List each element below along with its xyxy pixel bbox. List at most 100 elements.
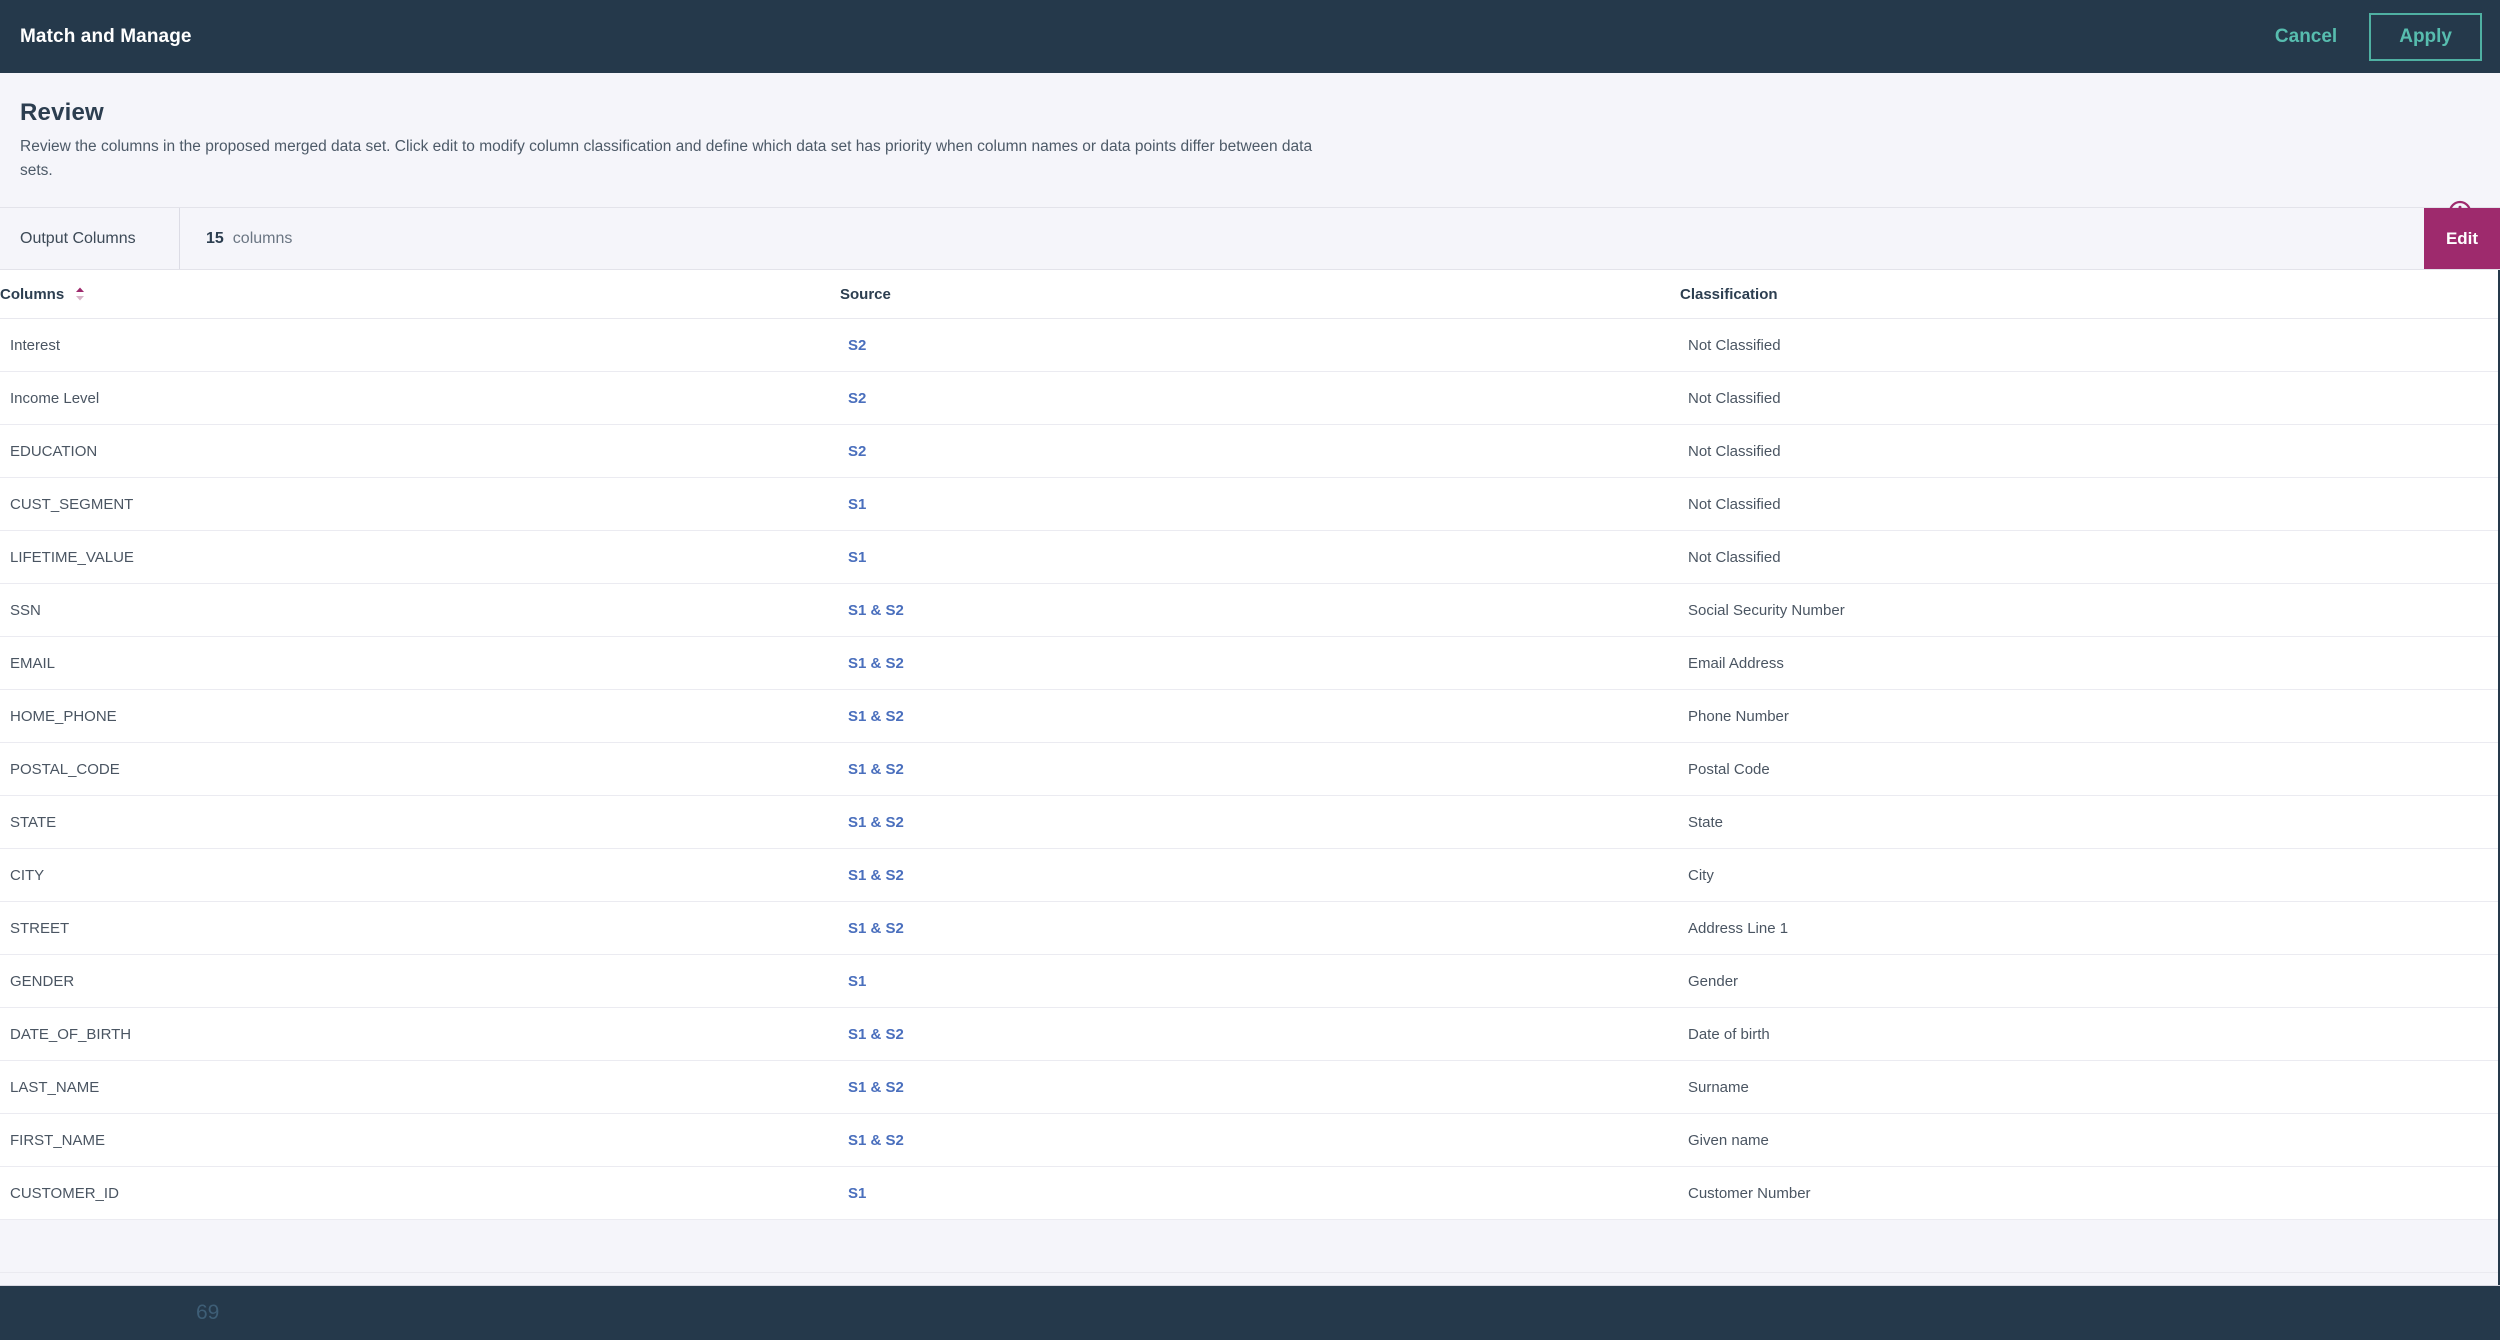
- cell-source: S1: [840, 1166, 1680, 1221]
- cell-column-name: CUSTOMER_ID: [0, 1166, 840, 1221]
- table-row[interactable]: LIFETIME_VALUE S1 Not Classified: [0, 530, 2498, 585]
- header-cell-columns[interactable]: Columns: [0, 270, 840, 320]
- output-columns-table: Columns Source Cl: [0, 270, 2498, 1221]
- cell-column-name: FIRST_NAME: [0, 1113, 840, 1168]
- table-row[interactable]: LAST_NAME S1 & S2 Surname: [0, 1060, 2498, 1115]
- cell-column-name: SSN: [0, 583, 840, 638]
- edit-button[interactable]: Edit: [2424, 208, 2500, 270]
- cell-source: S1 & S2: [840, 636, 1680, 691]
- cell-source: S1 & S2: [840, 795, 1680, 850]
- page-title: Review: [20, 99, 104, 126]
- cell-classification: State: [1680, 795, 2498, 850]
- table-row[interactable]: EMAIL S1 & S2 Email Address: [0, 636, 2498, 691]
- cancel-button[interactable]: Cancel: [2261, 16, 2351, 58]
- cell-column-name: HOME_PHONE: [0, 689, 840, 744]
- output-columns-table-wrapper: Columns Source Cl: [0, 270, 2500, 1285]
- cell-classification: Not Classified: [1680, 371, 2498, 426]
- source-link[interactable]: S2: [848, 336, 867, 354]
- source-link[interactable]: S1 & S2: [848, 707, 904, 725]
- source-link[interactable]: S1 & S2: [848, 919, 904, 937]
- info-circle-icon[interactable]: [2446, 198, 2474, 226]
- apply-button[interactable]: Apply: [2369, 12, 2482, 61]
- source-link[interactable]: S1: [848, 1184, 867, 1202]
- source-link[interactable]: S1 & S2: [848, 760, 904, 778]
- output-columns-count-unit: columns: [232, 229, 293, 247]
- table-row[interactable]: CUST_SEGMENT S1 Not Classified: [0, 477, 2498, 532]
- cell-classification: Gender: [1680, 954, 2498, 1009]
- page-description: Review the columns in the proposed merge…: [20, 138, 1313, 180]
- cell-column-name: Interest: [0, 318, 840, 373]
- cell-classification: Social Security Number: [1680, 583, 2498, 638]
- cell-classification: Surname: [1680, 1060, 2498, 1115]
- table-row[interactable]: POSTAL_CODE S1 & S2 Postal Code: [0, 742, 2498, 797]
- header-label-source: Source: [840, 285, 891, 303]
- cell-column-name: CITY: [0, 848, 840, 903]
- cell-column-name: LIFETIME_VALUE: [0, 530, 840, 585]
- table-row[interactable]: STREET S1 & S2 Address Line 1: [0, 901, 2498, 956]
- sort-chevron-icon[interactable]: [74, 285, 86, 303]
- table-filler-band-1: [0, 1220, 2498, 1274]
- output-columns-count: 15 columns: [180, 208, 2424, 269]
- cell-classification: Not Classified: [1680, 477, 2498, 532]
- dialog-title: Match and Manage: [20, 25, 192, 47]
- dialog-header: Match and Manage Cancel Apply: [0, 0, 2500, 73]
- header-cell-classification[interactable]: Classification: [1680, 270, 2498, 320]
- cell-source: S1 & S2: [840, 901, 1680, 956]
- cell-source: S1 & S2: [840, 1113, 1680, 1168]
- cell-classification: Not Classified: [1680, 530, 2498, 585]
- cell-source: S1 & S2: [840, 689, 1680, 744]
- cell-column-name: Income Level: [0, 371, 840, 426]
- source-link[interactable]: S1: [848, 495, 867, 513]
- table-row[interactable]: Income Level S2 Not Classified: [0, 371, 2498, 426]
- source-link[interactable]: S2: [848, 442, 867, 460]
- cell-classification: Not Classified: [1680, 318, 2498, 373]
- table-head: Columns Source Cl: [0, 270, 2498, 320]
- cell-source: S1 & S2: [840, 848, 1680, 903]
- cell-classification: Address Line 1: [1680, 901, 2498, 956]
- source-link[interactable]: S1: [848, 972, 867, 990]
- cell-source: S1 & S2: [840, 1007, 1680, 1062]
- table-row[interactable]: EDUCATION S2 Not Classified: [0, 424, 2498, 479]
- cell-classification: Not Classified: [1680, 424, 2498, 479]
- cell-source: S1: [840, 530, 1680, 585]
- table-header-row: Columns Source Cl: [0, 270, 2498, 320]
- table-row[interactable]: CUSTOMER_ID S1 Customer Number: [0, 1166, 2498, 1221]
- cell-column-name: EDUCATION: [0, 424, 840, 479]
- table-row[interactable]: HOME_PHONE S1 & S2 Phone Number: [0, 689, 2498, 744]
- dialog-footer: 69: [0, 1285, 2500, 1340]
- source-link[interactable]: S1 & S2: [848, 654, 904, 672]
- table-row[interactable]: SSN S1 & S2 Social Security Number: [0, 583, 2498, 638]
- source-link[interactable]: S1 & S2: [848, 601, 904, 619]
- cell-column-name: POSTAL_CODE: [0, 742, 840, 797]
- table-row[interactable]: CITY S1 & S2 City: [0, 848, 2498, 903]
- source-link[interactable]: S1 & S2: [848, 1131, 904, 1149]
- table-row[interactable]: STATE S1 & S2 State: [0, 795, 2498, 850]
- cell-source: S1: [840, 477, 1680, 532]
- source-link[interactable]: S1: [848, 548, 867, 566]
- dialog-header-actions: Cancel Apply: [2261, 12, 2482, 61]
- table-row[interactable]: FIRST_NAME S1 & S2 Given name: [0, 1113, 2498, 1168]
- header-cell-source[interactable]: Source: [840, 270, 1680, 320]
- source-link[interactable]: S1 & S2: [848, 1025, 904, 1043]
- output-columns-bar: Output Columns 15 columns Edit: [0, 208, 2500, 271]
- table-row[interactable]: GENDER S1 Gender: [0, 954, 2498, 1009]
- source-link[interactable]: S1 & S2: [848, 1078, 904, 1096]
- output-columns-count-value: 15: [206, 229, 224, 247]
- source-link[interactable]: S1 & S2: [848, 866, 904, 884]
- review-intro-section: Review Review the columns in the propose…: [0, 73, 2500, 224]
- cell-classification: Postal Code: [1680, 742, 2498, 797]
- source-link[interactable]: S1 & S2: [848, 813, 904, 831]
- source-link[interactable]: S2: [848, 389, 867, 407]
- cell-source: S1 & S2: [840, 1060, 1680, 1115]
- cell-classification: Date of birth: [1680, 1007, 2498, 1062]
- cell-column-name: STATE: [0, 795, 840, 850]
- cell-classification: Phone Number: [1680, 689, 2498, 744]
- header-label-columns: Columns: [0, 285, 65, 303]
- cell-source: S2: [840, 318, 1680, 373]
- cell-column-name: STREET: [0, 901, 840, 956]
- table-row[interactable]: Interest S2 Not Classified: [0, 318, 2498, 373]
- cell-column-name: EMAIL: [0, 636, 840, 691]
- cell-classification: Customer Number: [1680, 1166, 2498, 1221]
- table-row[interactable]: DATE_OF_BIRTH S1 & S2 Date of birth: [0, 1007, 2498, 1062]
